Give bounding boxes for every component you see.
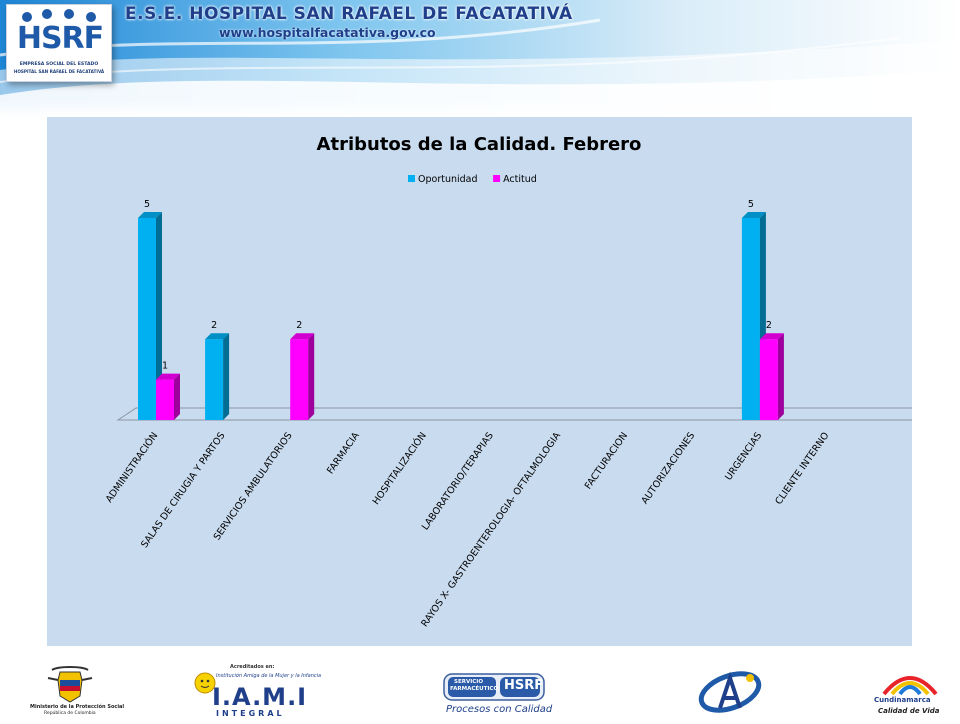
bar-side <box>156 212 162 420</box>
chart-bars <box>138 212 784 420</box>
hospital-url[interactable]: www.hospitalfacatativa.gov.co <box>219 25 436 40</box>
bar-front <box>290 339 309 420</box>
logo-subtitle-2: HOSPITAL SAN RAFAEL DE FACATATIVÁ <box>13 69 105 74</box>
bar-top <box>759 333 784 340</box>
iami-wordmark: I.A.M.I <box>212 683 308 711</box>
category-label-7: FACTURACION <box>583 430 630 491</box>
letter-a-swirl-icon <box>698 671 762 713</box>
category-label-6: RAYOS X- GASTROENTEROLOGIA- OFTALMOLOGIA <box>419 430 563 629</box>
chart-legend: Oportunidad Actitud <box>408 174 537 185</box>
bar-top <box>138 212 162 218</box>
bar-side <box>223 333 230 420</box>
chart-floor-plane <box>116 407 912 421</box>
bar-1-9 <box>759 333 784 420</box>
farmaceutico-brand: HSRF <box>504 678 544 693</box>
bar-side <box>174 373 180 420</box>
legend-label-0: Oportunidad <box>418 174 478 185</box>
banner-swoosh-graphic <box>0 0 960 118</box>
bar-1-2 <box>290 333 315 420</box>
value-label-0-9: 5 <box>748 199 754 210</box>
category-label-10: CLIENTE INTERNO <box>773 430 831 506</box>
header-banner: HSRF EMPRESA SOCIAL DEL ESTADO HOSPITAL … <box>0 0 960 118</box>
legend-swatch-0 <box>408 175 415 182</box>
chart-svg: Atributos de la Calidad. Febrero Oportun… <box>103 134 912 629</box>
value-label-1-2: 2 <box>296 320 302 331</box>
bar-top <box>290 333 315 340</box>
cundinamarca-sun-icon <box>882 676 938 696</box>
logo-subtitle-1: EMPRESA SOCIAL DEL ESTADO <box>19 62 99 67</box>
farmaceutico-label-1: SERVICIO <box>454 679 484 685</box>
bar-front <box>205 339 224 420</box>
hospital-logo: HSRF EMPRESA SOCIAL DEL ESTADO HOSPITAL … <box>6 4 112 82</box>
category-label-0: ADMINISTRACIÓN <box>103 430 161 505</box>
category-label-9: URGENCIAS <box>723 430 764 482</box>
bar-front <box>741 218 760 420</box>
smiley-baby-icon <box>194 672 216 694</box>
colombia-coat-of-arms-icon <box>47 666 93 703</box>
bar-front <box>156 379 174 420</box>
legend-label-1: Actitud <box>503 174 537 185</box>
bar-front <box>138 218 156 420</box>
farmaceutico-label-2: FARMACÉUTICO <box>450 686 499 692</box>
logo-people-icon <box>22 9 96 22</box>
servicio-farmaceutico-logo: SERVICIO FARMACÉUTICO HSRF Procesos con … <box>442 672 552 718</box>
ministerio-line1: Ministerio de la Protección Social <box>30 704 125 710</box>
value-label-1-0: 1 <box>162 361 168 372</box>
acreditacion-a-logo <box>694 668 766 720</box>
bar-top <box>156 373 180 380</box>
chart-floor <box>116 407 912 421</box>
iami-accredited-label: Acreditados en: <box>230 664 275 670</box>
bar-top <box>741 212 766 218</box>
value-label-0-0: 5 <box>144 199 150 210</box>
value-label-1-9: 2 <box>766 320 772 331</box>
bar-side <box>308 333 315 420</box>
iami-integral-label: INTEGRAL <box>216 709 285 718</box>
chart-panel: Atributos de la Calidad. Febrero Oportun… <box>47 117 912 646</box>
cundinamarca-logo: Cundinamarca Calidad de Vida <box>872 668 952 720</box>
category-label-8: AUTORIZACIONES <box>639 430 697 506</box>
category-label-3: FARMACIA <box>325 430 362 476</box>
chart-title: Atributos de la Calidad. Febrero <box>317 134 642 155</box>
bar-side <box>777 333 784 420</box>
category-label-5: LABORATORIO/TERAPIAS <box>420 430 496 532</box>
category-label-2: SERVICIOS AMBULATORIOS <box>212 430 295 542</box>
cundinamarca-name: Cundinamarca <box>874 696 931 704</box>
bar-front <box>759 339 778 420</box>
farmaceutico-badge-shape <box>443 673 545 701</box>
legend-swatch-1 <box>493 175 501 182</box>
ministerio-logo: Ministerio de la Protección Social Repúb… <box>30 666 124 718</box>
value-label-0-1: 2 <box>211 320 217 331</box>
hospital-title: E.S.E. HOSPITAL SAN RAFAEL DE FACATATIVÁ <box>125 4 573 24</box>
logo-letters: HSRF <box>16 21 104 56</box>
bar-1-0 <box>156 373 180 420</box>
bar-top <box>205 333 230 340</box>
farmaceutico-slogan: Procesos con Calidad <box>446 704 553 715</box>
chart-value-labels: 5 1 2 2 5 2 <box>144 199 772 372</box>
iami-logo: Acreditados en: Institución Amiga de la … <box>192 664 321 720</box>
category-label-4: HOSPITALIZACIÓN <box>370 430 429 507</box>
bar-0-1 <box>205 333 230 420</box>
ministerio-line2: República de Colombia <box>44 711 96 716</box>
bar-0-0 <box>138 212 162 420</box>
cundinamarca-slogan: Calidad de Vida <box>878 707 940 715</box>
iami-institution-label: Institución Amiga de la Mujer y la Infan… <box>216 673 322 679</box>
